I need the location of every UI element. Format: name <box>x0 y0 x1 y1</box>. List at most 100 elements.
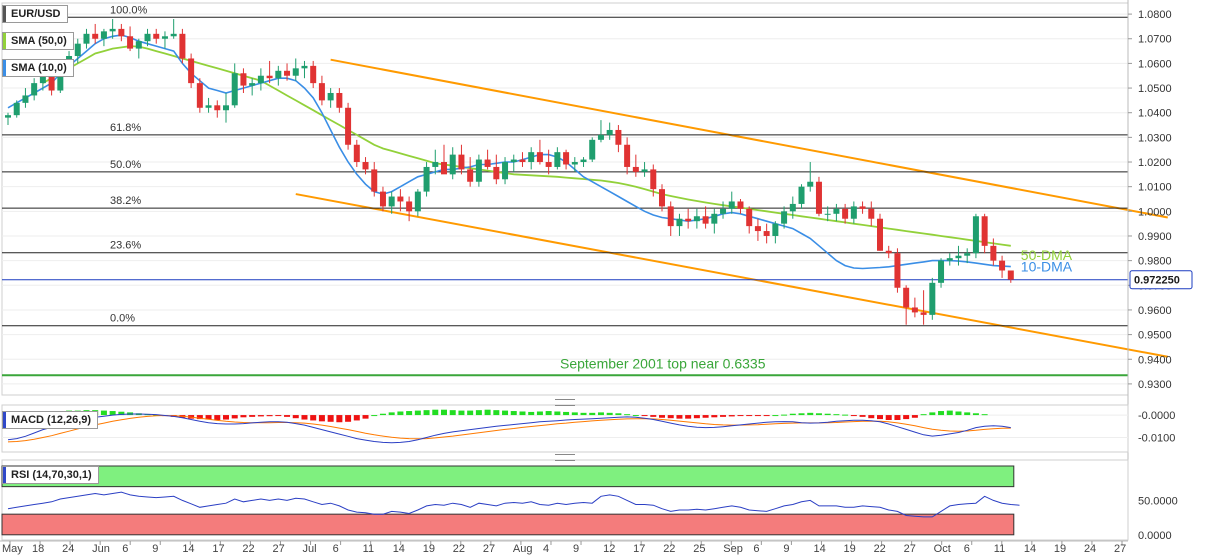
candle-body <box>885 250 892 254</box>
macd-histogram-bar <box>563 411 570 416</box>
candle <box>249 78 256 96</box>
macd-histogram-bar <box>946 410 953 416</box>
macd-histogram-bar <box>676 415 683 419</box>
rsi-swatch <box>3 467 6 483</box>
date-tick-label: 19 <box>1054 543 1066 555</box>
candle <box>728 191 735 214</box>
candle <box>406 196 413 222</box>
symbol-label[interactable]: EUR/USD <box>2 5 68 23</box>
candles <box>5 19 1014 325</box>
macd-histogram-bar <box>345 415 352 422</box>
candle <box>74 38 81 64</box>
sma10-line <box>7 34 1011 270</box>
candle <box>345 102 352 150</box>
candle-body <box>249 83 256 86</box>
candle-body <box>938 260 945 283</box>
price-tick-label: 1.0700 <box>1138 34 1172 46</box>
symbol-text: EUR/USD <box>11 8 61 20</box>
price-tick-label: 1.0000 <box>1138 206 1172 218</box>
macd-label[interactable]: MACD (12,26,9) <box>2 411 99 429</box>
candle <box>545 149 552 175</box>
candle <box>964 248 971 264</box>
date-tick-label: Jun <box>92 543 110 555</box>
pane-resize-handle-rsi[interactable] <box>555 454 575 461</box>
candle-body <box>109 28 116 32</box>
candle-body <box>693 216 700 222</box>
macd-histogram-bar <box>789 413 796 416</box>
candle-body <box>205 105 212 108</box>
candle-body <box>127 36 134 49</box>
rsi-tick-label: 50.0000 <box>1138 495 1178 507</box>
candle <box>597 120 604 143</box>
date-tick-label: 17 <box>212 543 224 555</box>
date-tick-label: May <box>2 543 23 555</box>
price-grid <box>1 2 1129 396</box>
date-tick-label: 19 <box>844 543 856 555</box>
macd-histogram-bar <box>249 415 256 417</box>
price-axis: 1.0800 1.0700 1.0600 1.0500 1.0400 1.0300 1.02… <box>1127 0 1193 540</box>
candle <box>118 23 125 42</box>
candle-body <box>118 28 125 37</box>
candle-body <box>850 206 857 219</box>
candle-body <box>659 189 665 207</box>
candle-body <box>554 152 561 167</box>
macd-histogram-bar <box>493 410 500 416</box>
current-price-label: 0.972250 <box>1134 275 1180 287</box>
candle <box>214 100 221 118</box>
candle-body <box>754 226 761 232</box>
macd-histogram-bar <box>275 415 282 417</box>
candle-body <box>877 218 883 251</box>
candle <box>449 147 456 180</box>
candle <box>528 147 535 170</box>
pane-resize-handle-macd[interactable] <box>555 399 575 406</box>
candle-body <box>580 159 587 163</box>
candle <box>310 60 317 89</box>
macd-histogram-bar <box>728 415 735 417</box>
candle <box>859 201 866 214</box>
macd-histogram-bar <box>833 414 840 416</box>
candle <box>170 19 177 39</box>
candle <box>379 186 386 212</box>
price-tick-label: 1.0500 <box>1138 83 1172 95</box>
candle <box>266 60 273 84</box>
macd-swatch <box>3 412 6 428</box>
rsi-label[interactable]: RSI (14,70,30,1) <box>2 466 99 484</box>
candle-body <box>135 41 142 49</box>
candle-body <box>13 102 20 116</box>
candle-body <box>685 218 692 222</box>
candle <box>458 144 465 175</box>
candle <box>284 63 291 81</box>
macd-histogram-bar <box>955 411 962 416</box>
sma10-label[interactable]: SMA (10,0) <box>2 59 74 77</box>
macd-histogram-bar <box>301 415 308 420</box>
macd-histogram-bar <box>475 410 482 416</box>
candle <box>205 97 212 113</box>
price-tick-label: 0.9400 <box>1138 354 1172 366</box>
macd-histogram-bar <box>763 415 770 417</box>
macd-histogram-bar <box>894 415 901 420</box>
candle-body <box>100 31 107 39</box>
sma10-inline-label: 10-DMA <box>1021 259 1073 275</box>
candle <box>571 157 578 172</box>
sma50-label[interactable]: SMA (50,0) <box>2 32 74 50</box>
date-tick-label: 27 <box>904 543 916 555</box>
date-tick-label: 27 <box>1114 543 1126 555</box>
macd-histogram-bar <box>528 411 535 416</box>
date-tick-label: 18 <box>32 543 44 555</box>
date-tick-label: 6 <box>122 543 128 555</box>
date-tick-label: 14 <box>1024 543 1036 555</box>
date-tick-label: Aug <box>513 543 533 555</box>
candle-body <box>22 95 29 103</box>
candle-body <box>763 231 770 236</box>
candle-body <box>170 33 177 37</box>
candle-body <box>981 216 988 246</box>
candle <box>536 139 543 165</box>
date-tick-label: Sep <box>723 543 743 555</box>
candle <box>502 157 509 185</box>
candle-body <box>824 213 831 215</box>
candle <box>850 201 857 224</box>
macd-histogram-bar <box>205 415 212 420</box>
candle-body <box>371 169 378 192</box>
candle <box>414 189 421 217</box>
